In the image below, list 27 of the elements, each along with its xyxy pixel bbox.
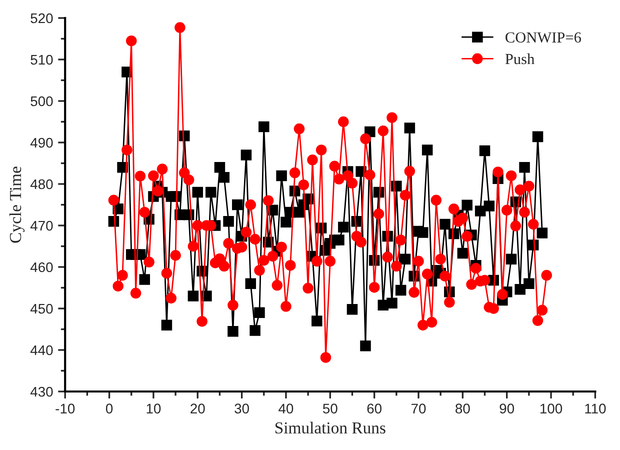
y-tick-label: 490 — [30, 138, 53, 148]
x-tick-label: 0 — [106, 404, 113, 414]
y-tick-label: 460 — [30, 262, 53, 272]
y-tick-label: 470 — [30, 220, 53, 231]
y-tick-label: 450 — [30, 304, 53, 314]
x-tick-label: 80 — [456, 404, 470, 414]
legend-label: Push — [505, 53, 534, 64]
x-tick-label: 70 — [411, 404, 426, 414]
x-tick-label: 20 — [190, 404, 205, 414]
x-tick-label: 50 — [322, 404, 338, 414]
y-tick-label: 520 — [30, 13, 53, 24]
x-axis-title: Simulation Runs — [275, 422, 386, 434]
y-tick-label: 440 — [30, 345, 53, 356]
x-tick-label: 40 — [278, 404, 294, 414]
y-tick-label: 510 — [30, 54, 53, 65]
x-tick-label: 90 — [500, 404, 514, 414]
x-tick-label: 100 — [540, 404, 562, 414]
y-tick-label: 480 — [30, 179, 53, 190]
y-axis-title: Cycle Time — [9, 166, 25, 243]
y-tick-label: 430 — [30, 386, 53, 397]
x-tick-label: -10 — [56, 404, 75, 414]
x-tick-label: 30 — [234, 404, 249, 414]
x-tick-label: 60 — [367, 404, 382, 414]
x-tick-label: 10 — [146, 404, 161, 414]
x-tick-label: 110 — [585, 404, 606, 414]
legend-label: CONWIP=6 — [506, 32, 581, 43]
y-tick-label: 500 — [30, 96, 53, 106]
